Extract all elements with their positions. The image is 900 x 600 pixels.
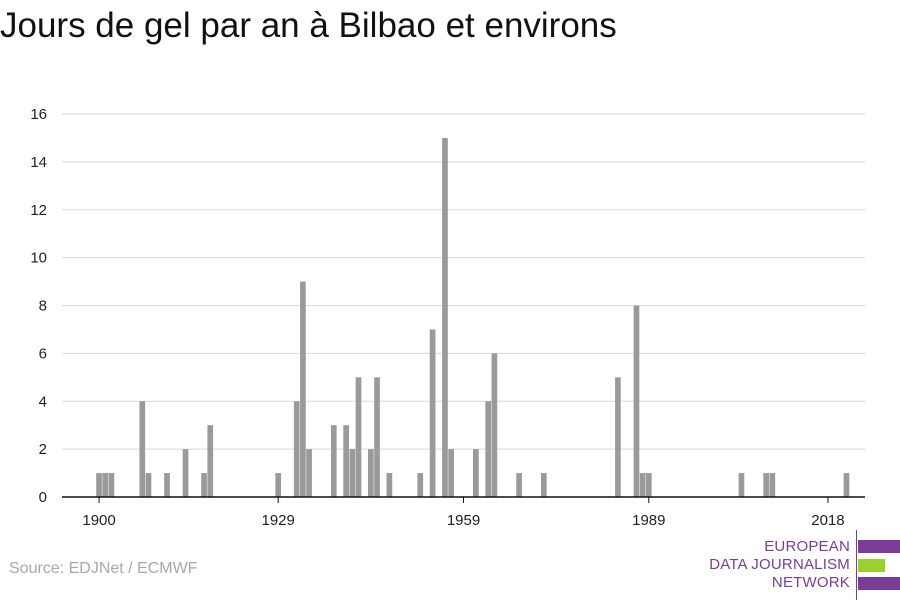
edjnet-logo: EUROPEAN DATA JOURNALISM NETWORK xyxy=(700,530,900,600)
logo-divider xyxy=(856,530,857,600)
bar-1945 xyxy=(374,377,380,497)
bar-2004 xyxy=(738,473,745,497)
bar-1934 xyxy=(306,449,312,497)
bar-1957 xyxy=(448,449,454,497)
bar-2009 xyxy=(769,473,776,497)
source-note: Source: EDJNet / ECMWF xyxy=(9,560,198,577)
bar-1938 xyxy=(330,425,337,497)
logo-line-3: NETWORK xyxy=(771,574,850,591)
x-tick-label-1959: 1959 xyxy=(447,512,480,529)
bar-1963 xyxy=(485,401,492,497)
bar-1908 xyxy=(145,473,152,497)
logo-bar-top xyxy=(858,540,900,553)
logo-line-1: EUROPEAN xyxy=(764,538,850,555)
y-tick-label-16: 16 xyxy=(30,106,47,123)
bar-2021 xyxy=(843,473,850,497)
y-tick-label-4: 4 xyxy=(39,393,47,410)
y-tick-label-12: 12 xyxy=(30,202,47,219)
bar-1944 xyxy=(368,449,374,497)
bar-1987 xyxy=(633,305,640,497)
bar-1942 xyxy=(355,377,362,497)
logo-bar-bottom xyxy=(858,577,900,590)
bar-1918 xyxy=(207,425,214,497)
bar-1929 xyxy=(275,473,282,497)
bar-1907 xyxy=(139,401,146,497)
bar-1902 xyxy=(108,473,115,497)
bar-1940 xyxy=(343,425,349,497)
x-tick-label-1989: 1989 xyxy=(632,512,665,529)
x-tick-label-2018: 2018 xyxy=(811,512,844,529)
bar-1932 xyxy=(293,401,300,497)
logo-bar-middle xyxy=(858,559,885,572)
bar-1968 xyxy=(516,473,522,497)
y-tick-label-2: 2 xyxy=(39,441,47,458)
bar-1933 xyxy=(300,281,306,497)
bar-1972 xyxy=(540,473,547,497)
y-tick-label-0: 0 xyxy=(39,489,47,506)
bar-1911 xyxy=(164,473,170,497)
bar-chart: 0 2 4 6 8 10 12 14 16 1900 1929 1959 1989 2018 xyxy=(30,106,865,529)
y-tick-label-14: 14 xyxy=(30,154,47,171)
bar-1952 xyxy=(417,473,424,497)
chart-title: Jours de gel par an à Bilbao et environs xyxy=(0,6,617,45)
x-tick-label-1900: 1900 xyxy=(82,512,115,529)
logo-line-2: DATA JOURNALISM xyxy=(709,556,850,573)
bar-1947 xyxy=(386,473,393,497)
bar-1954 xyxy=(429,329,436,497)
bar-1961 xyxy=(473,449,479,497)
bar-1914 xyxy=(182,449,189,497)
bar-1964 xyxy=(491,353,498,497)
bar-2008 xyxy=(763,473,770,497)
bar-1989 xyxy=(645,473,652,497)
y-tick-label-8: 8 xyxy=(39,298,47,315)
y-tick-label-6: 6 xyxy=(39,345,47,362)
bar-1941 xyxy=(349,449,356,497)
bar-1917 xyxy=(201,473,207,497)
x-tick-label-1929: 1929 xyxy=(262,512,295,529)
bar-1984 xyxy=(615,377,621,497)
y-tick-label-10: 10 xyxy=(30,250,47,267)
bar-1901 xyxy=(102,473,109,497)
bar-1988 xyxy=(639,473,646,497)
bar-1900 xyxy=(96,473,102,497)
bar-1956 xyxy=(442,137,448,497)
